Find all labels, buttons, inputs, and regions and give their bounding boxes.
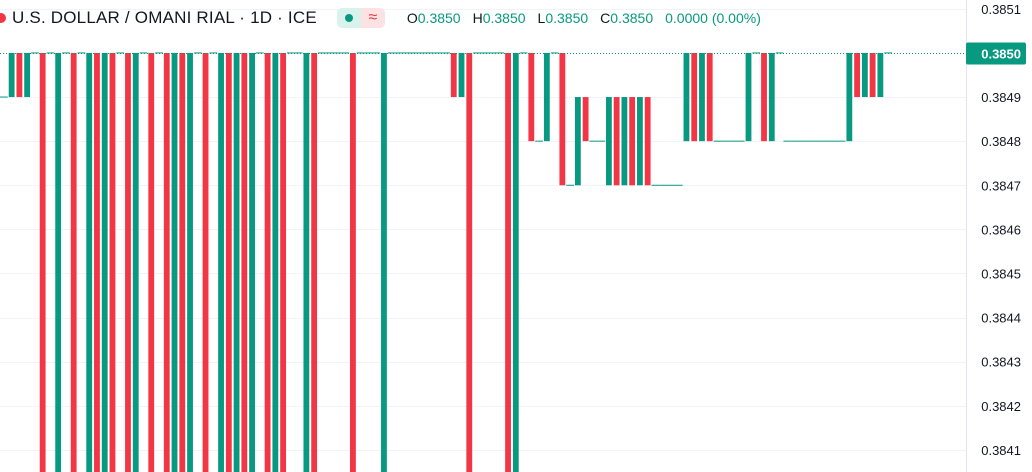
candle [854, 52, 861, 98]
candle [303, 52, 310, 472]
candle [582, 97, 589, 142]
open-readout: O0.3850 [406, 10, 461, 26]
y-tick-label: 0.3845 [981, 266, 1021, 281]
candle [225, 52, 232, 472]
candle [125, 52, 131, 472]
last-price-badge-bg [966, 42, 1026, 65]
candle [644, 97, 651, 186]
y-tick-label: 0.3844 [981, 311, 1021, 326]
y-tick-label: 0.3846 [981, 222, 1021, 237]
candle [171, 52, 178, 472]
candle [543, 52, 550, 142]
candle [528, 52, 535, 142]
candle [574, 97, 581, 186]
y-tick-label: 0.3843 [981, 355, 1021, 370]
approx-wave-icon[interactable]: ≈ [360, 8, 385, 28]
candle [148, 52, 155, 472]
candle [691, 52, 698, 142]
symbol-title[interactable]: U.S. DOLLAR / OMANI RIAL · 1D · ICE [12, 8, 317, 27]
candle [202, 52, 209, 472]
candle [179, 52, 186, 472]
candle [450, 52, 457, 98]
candle [86, 52, 93, 472]
candle [187, 52, 193, 472]
candle [272, 52, 279, 472]
candle [683, 52, 690, 142]
candle [768, 52, 775, 142]
candle [350, 52, 356, 472]
candle [55, 52, 62, 472]
candle [613, 97, 620, 186]
candle [311, 52, 318, 472]
candle [381, 52, 387, 472]
candle [94, 52, 100, 472]
candle [16, 52, 23, 98]
candle [699, 52, 705, 142]
candle [458, 52, 465, 98]
status-pill[interactable]: ≈ [336, 8, 385, 28]
last-price-badge: 0.3850 [966, 42, 1026, 65]
grid-lines [0, 9, 966, 451]
close-readout: C0.3850 [600, 10, 654, 26]
high-readout: H0.3850 [472, 10, 526, 26]
candle [877, 52, 884, 98]
candle [861, 52, 868, 98]
green-dot-icon[interactable] [336, 8, 361, 28]
low-readout: L0.3850 [537, 10, 589, 26]
candle [280, 52, 287, 472]
candle [24, 52, 31, 98]
candle [559, 52, 566, 186]
candle [39, 52, 46, 472]
candle [605, 97, 612, 186]
chart-legend: U.S. DOLLAR / OMANI RIAL · 1D · ICE ≈ O0… [0, 7, 761, 29]
candle [869, 52, 876, 98]
candle [233, 52, 240, 472]
y-tick-label: 0.3847 [981, 178, 1021, 193]
candles [0, 52, 892, 472]
ohlc-values: O0.3850 H0.3850 L0.3850 C0.3850 0.0000 (… [407, 10, 761, 26]
red-flag-icon[interactable] [0, 13, 6, 23]
candle [109, 52, 116, 472]
candle [466, 52, 473, 472]
y-tick-label: 0.3842 [981, 399, 1021, 414]
candle [132, 52, 139, 472]
candle [621, 97, 628, 186]
y-tick-label: 0.3848 [981, 134, 1021, 149]
last-price-label: 0.3850 [981, 47, 1021, 62]
candle [264, 52, 271, 472]
candle [846, 52, 853, 142]
candle [218, 52, 224, 472]
y-tick-label: 0.3849 [981, 90, 1021, 105]
y-tick-label: 0.3851 [981, 2, 1021, 17]
candle [101, 52, 108, 472]
candle [241, 52, 248, 472]
candle [8, 52, 15, 98]
y-tick-label: 0.3841 [981, 443, 1021, 458]
candle [745, 52, 752, 142]
candle [629, 97, 636, 186]
candle [706, 52, 713, 142]
candle [70, 52, 77, 472]
candle [505, 52, 511, 472]
candle [163, 52, 170, 472]
candle [637, 97, 643, 186]
candle [761, 52, 767, 142]
candle [512, 52, 519, 472]
change-readout: 0.0000 (0.00%) [665, 10, 761, 26]
candle [249, 52, 255, 472]
